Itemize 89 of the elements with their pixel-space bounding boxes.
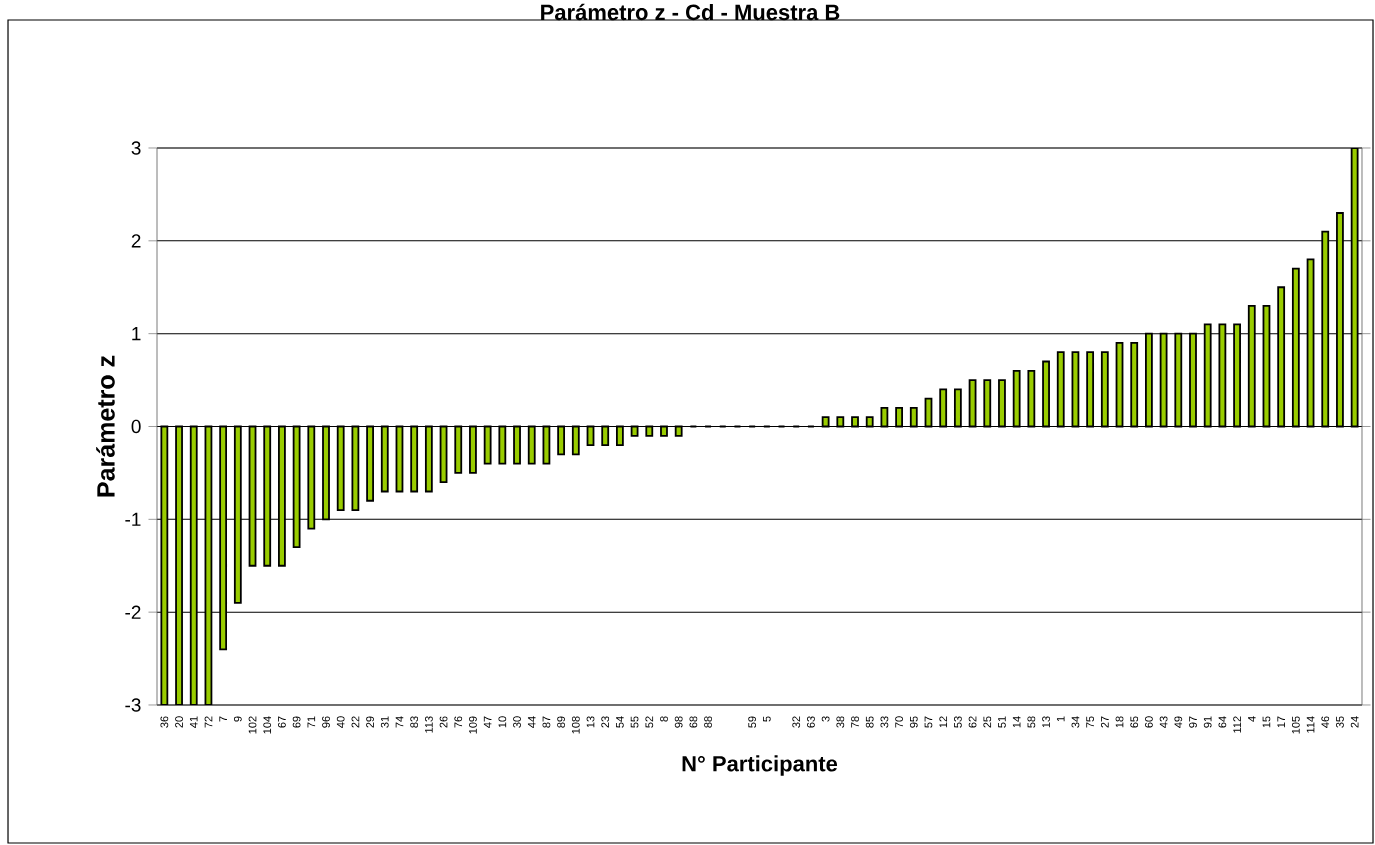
x-tick-label: 70	[895, 716, 903, 728]
x-tick-label: 34	[1071, 716, 1080, 728]
x-tick-label: 98	[674, 716, 683, 728]
x-tick-label: 38	[836, 716, 845, 728]
x-tick-label: 95	[909, 716, 918, 728]
y-tick-label: 3	[131, 141, 141, 155]
x-tick-label: 25	[983, 716, 992, 728]
x-tick-label: 40	[336, 716, 345, 728]
x-tick-label: 62	[968, 716, 977, 728]
x-tick-label: 104	[263, 716, 272, 734]
x-tick-label: 1	[1056, 716, 1065, 722]
y-tick-label: 2	[131, 234, 141, 248]
x-tick-label: 54	[616, 716, 624, 728]
x-tick-label: 10	[498, 716, 507, 728]
x-tick-label: 24	[1350, 716, 1359, 728]
x-tick-label: 14	[1012, 716, 1021, 728]
x-tick-label: 76	[454, 716, 463, 728]
x-tick-label: 74	[395, 716, 404, 728]
x-tick-label: 15	[1262, 716, 1271, 728]
x-tick-label: 18	[1115, 716, 1124, 728]
x-tick-label: 47	[483, 716, 492, 728]
x-tick-label: 109	[469, 716, 477, 734]
x-tick-label: 108	[571, 716, 580, 734]
x-tick-label: 63	[807, 716, 815, 728]
y-tick-label: -2	[125, 605, 141, 619]
x-tick-label: 46	[1321, 716, 1330, 728]
x-tick-label: 60	[1145, 716, 1153, 728]
y-tick-label: -1	[125, 512, 141, 526]
x-tick-label: 26	[439, 716, 448, 728]
x-tick-label: 35	[1336, 716, 1344, 728]
x-tick-label: 8	[660, 716, 668, 722]
x-tick-label: 32	[792, 716, 801, 728]
x-tick-label: 59	[748, 716, 757, 728]
x-tick-label: 31	[380, 716, 389, 728]
x-tick-label: 91	[1203, 716, 1212, 728]
x-tick-label: 53	[953, 716, 962, 728]
x-tick-label: 78	[851, 716, 859, 728]
x-tick-label: 44	[527, 716, 536, 728]
x-tick-label: 105	[1291, 716, 1300, 734]
x-tick-label: 112	[1233, 716, 1241, 733]
x-tick-label: 43	[1159, 716, 1168, 728]
x-tick-label: 27	[1100, 716, 1109, 728]
x-tick-label: 113	[424, 716, 433, 733]
x-tick-label: 68	[689, 716, 698, 728]
x-tick-label: 65	[1130, 716, 1139, 728]
x-tick-label: 12	[939, 716, 948, 728]
x-tick-label: 89	[557, 716, 565, 728]
x-tick-label: 71	[307, 716, 316, 728]
x-tick-label: 96	[322, 716, 330, 728]
x-tick-label: 29	[366, 716, 374, 728]
x-tick-label: 5	[763, 716, 771, 722]
x-tick-label: 69	[292, 716, 301, 728]
x-tick-label: 30	[513, 716, 521, 728]
x-tick-label: 41	[189, 716, 198, 728]
x-tick-label: 64	[1218, 716, 1227, 728]
x-tick-label: 17	[1277, 716, 1285, 728]
x-tick-label: 7	[219, 716, 227, 722]
x-tick-label: 36	[160, 716, 169, 728]
x-tick-label: 58	[1027, 716, 1036, 728]
x-tick-label: 75	[1086, 716, 1094, 728]
x-tick-label: 85	[865, 716, 874, 728]
x-tick-label: 72	[204, 716, 213, 728]
x-tick-label: 49	[1174, 716, 1183, 728]
x-tick-label: 88	[704, 716, 712, 728]
x-tick-label: 87	[542, 716, 551, 728]
x-tick-label: 23	[601, 716, 610, 728]
x-tick-label: 52	[645, 716, 654, 728]
x-tick-label: 20	[175, 716, 183, 728]
chart-title: Parámetro z - Cd - Muestra B	[541, 3, 840, 21]
x-axis-title: N° Participante	[682, 755, 838, 776]
x-tick-label: 3	[821, 716, 830, 722]
x-tick-label: 57	[924, 716, 933, 728]
y-tick-label: -3	[125, 698, 141, 712]
x-tick-label: 114	[1306, 716, 1315, 733]
x-tick-label: 9	[233, 716, 242, 722]
x-tick-label: 51	[998, 716, 1006, 728]
x-tick-label: 4	[1248, 716, 1256, 722]
x-tick-label: 13	[586, 716, 595, 728]
y-axis-title: Parámetro z	[96, 355, 115, 497]
y-tick-label: 1	[132, 327, 141, 341]
y-tick-label: 0	[131, 419, 141, 434]
x-tick-label: 102	[248, 716, 257, 734]
x-tick-label: 22	[351, 716, 360, 728]
x-tick-label: 33	[880, 716, 889, 728]
x-tick-label: 97	[1189, 716, 1197, 728]
x-tick-label: 55	[630, 716, 639, 728]
x-tick-label: 67	[278, 716, 286, 728]
x-tick-label: 13	[1042, 716, 1050, 728]
x-tick-label: 83	[410, 716, 419, 728]
